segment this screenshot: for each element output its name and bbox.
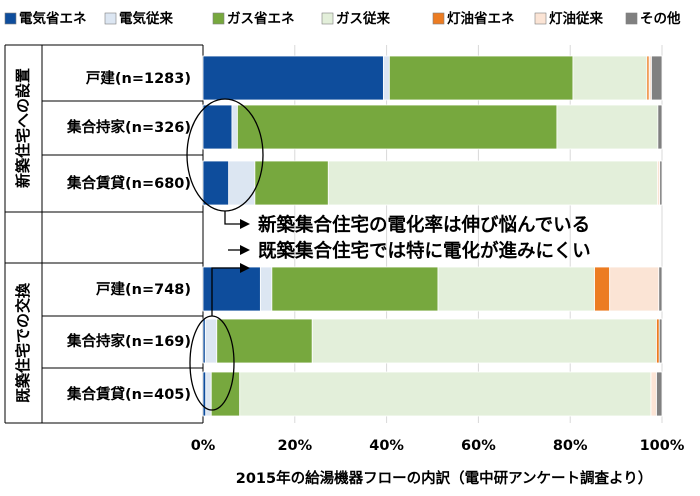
bar-segment [202, 371, 207, 417]
group-label: 新築住宅への設置 [14, 68, 32, 188]
annotation-text: 新築集合住宅の電化率は伸び悩んでいる [258, 214, 590, 236]
category-label: 集合持家(n=169) [66, 332, 191, 350]
legend-label: その他 [640, 10, 681, 27]
bar-segment [658, 266, 663, 312]
x-axis-label: 2015年の給湯機器フローの内訳（電中研アンケート調査より） [236, 469, 652, 487]
bar-segment [388, 55, 574, 101]
bar-segment [239, 371, 652, 417]
legend-label: 灯油従来 [549, 10, 603, 27]
category-label: 集合賃貸(n=405) [66, 385, 191, 403]
bar-segment [202, 55, 384, 101]
x-tick-label: 0% [191, 438, 216, 454]
category-labels: 戸建(n=1283) 集合持家(n=326) 集合賃貸(n=680) 戸建(n=748… [66, 69, 191, 403]
group-label: 既築住宅での交換 [14, 282, 32, 403]
bar-segment [556, 104, 659, 150]
bar-segment [594, 266, 611, 312]
legend-swatch [534, 12, 547, 25]
bar-segment [311, 318, 657, 364]
bar-segment [202, 104, 233, 150]
annotation-text: 既築集合住宅では特に電化が進みにくい [258, 240, 591, 262]
bars [202, 55, 663, 417]
category-label: 集合賃貸(n=680) [66, 174, 191, 192]
bar-segment [609, 266, 660, 312]
annotation-arrow [224, 211, 243, 225]
legend-swatch [4, 12, 17, 25]
category-label: 戸建(n=1283) [86, 69, 191, 87]
legend-label: 電気省エネ [19, 10, 87, 27]
bar-segment [650, 371, 657, 417]
legend-label: 電気従来 [119, 10, 173, 27]
bar-segment [259, 266, 273, 312]
arrowhead [240, 263, 250, 273]
x-tick-label: 60% [461, 438, 496, 454]
bar-segment [254, 160, 329, 206]
legend-swatch [625, 12, 638, 25]
legend-swatch [212, 12, 225, 25]
bar-segment [382, 55, 390, 101]
x-tick-label: 20% [277, 438, 312, 454]
bar-segment [231, 104, 238, 150]
bar-segment [658, 318, 663, 364]
legend-label: ガス従来 [336, 10, 390, 27]
bar-segment [216, 318, 313, 364]
arrowhead [240, 219, 250, 229]
bar-segment [271, 266, 439, 312]
x-tick-label: 40% [369, 438, 404, 454]
legend-swatch [321, 12, 334, 25]
legend-swatch [104, 12, 117, 25]
bar-segment [657, 104, 663, 150]
x-tick-label: 80% [553, 438, 588, 454]
bar-segment [202, 160, 230, 206]
legend-label: 灯油省エネ [447, 10, 515, 27]
category-label: 集合持家(n=326) [66, 118, 191, 136]
bar-segment [651, 55, 663, 101]
bar-segment [572, 55, 648, 101]
x-tick-label: 100% [640, 438, 685, 454]
arrowhead [240, 245, 250, 255]
legend-swatch [432, 12, 445, 25]
bar-segment [656, 371, 663, 417]
bar-segment [327, 160, 658, 206]
bar-segment [204, 318, 218, 364]
category-frame [4, 44, 204, 424]
legend: 電気省エネ 電気従来 ガス省エネ ガス従来 灯油省エネ 灯油従来 その他 [4, 10, 681, 27]
bar-segment [228, 160, 256, 206]
bar-segment [437, 266, 595, 312]
x-axis-ticks: 0% 20% 40% 60% 80% 100% [191, 438, 685, 454]
legend-label: ガス省エネ [227, 10, 295, 27]
bar-segment [659, 160, 663, 206]
annotation-arrow [211, 267, 243, 316]
bar-segment [656, 318, 660, 364]
bar-segment [237, 104, 558, 150]
category-label: 戸建(n=748) [96, 280, 191, 298]
